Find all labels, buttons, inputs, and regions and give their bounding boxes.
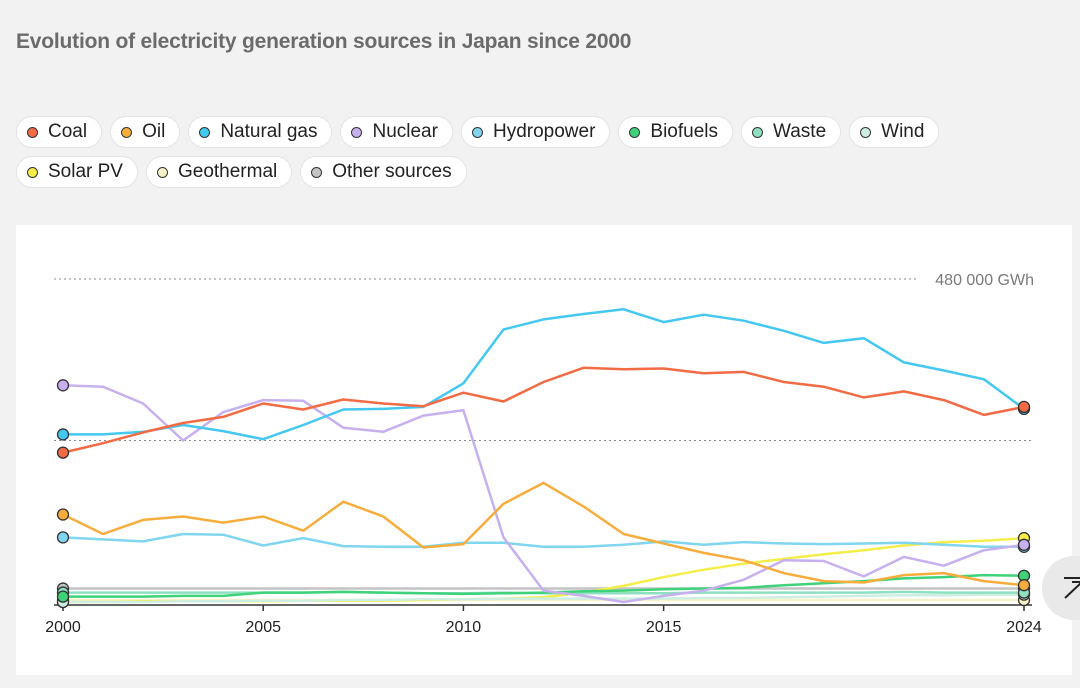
legend-chip-biofuels[interactable]: Biofuels bbox=[618, 116, 734, 148]
legend-swatch bbox=[27, 126, 38, 138]
x-tick-label: 2005 bbox=[245, 619, 281, 636]
legend-chip-other-sources[interactable]: Other sources bbox=[300, 156, 467, 188]
end-marker-coal bbox=[1017, 400, 1031, 414]
legend-chip-natural-gas[interactable]: Natural gas bbox=[188, 116, 333, 148]
start-marker-nuclear bbox=[56, 379, 70, 392]
series-line-coal bbox=[61, 366, 1026, 454]
legend-chip-geothermal[interactable]: Geothermal bbox=[145, 156, 293, 188]
legend-label: Coal bbox=[48, 121, 88, 142]
legend-swatch bbox=[121, 126, 133, 138]
legend-label: Wind bbox=[881, 121, 925, 142]
legend-chip-waste[interactable]: Waste bbox=[741, 116, 842, 148]
chart-title: Evolution of electricity generation sour… bbox=[16, 30, 632, 53]
x-tick-label: 2010 bbox=[446, 619, 482, 636]
legend-label: Nuclear bbox=[372, 121, 438, 142]
arrow-up-to-line-icon bbox=[1064, 577, 1080, 599]
legend-label: Oil bbox=[142, 121, 166, 142]
legend: Coal Oil Natural gas Nuclear Hydropower Biofu… bbox=[16, 116, 1056, 188]
legend-label: Natural gas bbox=[220, 121, 318, 142]
legend-chip-hydropower[interactable]: Hydropower bbox=[460, 116, 611, 148]
start-marker-hydropower bbox=[56, 531, 70, 544]
legend-chip-nuclear[interactable]: Nuclear bbox=[340, 116, 453, 148]
legend-chip-coal[interactable]: Coal bbox=[16, 116, 103, 148]
series-line-oil bbox=[61, 481, 1026, 587]
x-tick-label: 2024 bbox=[1006, 619, 1042, 636]
start-marker-coal bbox=[56, 446, 70, 459]
x-tick-label: 2015 bbox=[646, 619, 682, 636]
series-line-biofuels bbox=[61, 573, 1026, 598]
legend-swatch bbox=[351, 126, 363, 138]
start-marker-biofuels bbox=[56, 590, 70, 603]
legend-swatch bbox=[156, 166, 168, 178]
series-line-nuclear bbox=[61, 384, 1026, 604]
chart-panel: 480 000 GWh 2000 2005 2010 2015 2024 bbox=[16, 225, 1072, 675]
legend-chip-wind[interactable]: Wind bbox=[849, 116, 940, 148]
end-marker-oil bbox=[1017, 579, 1031, 592]
legend-swatch bbox=[752, 126, 764, 138]
legend-swatch bbox=[311, 166, 323, 178]
legend-swatch bbox=[27, 166, 38, 178]
y-tick-label: 480 000 GWh bbox=[935, 272, 1034, 289]
legend-swatch bbox=[199, 126, 211, 138]
series-line-natural-gas bbox=[61, 308, 1026, 441]
legend-swatch bbox=[860, 126, 872, 138]
legend-label: Solar PV bbox=[48, 161, 123, 182]
line-chart: 480 000 GWh 2000 2005 2010 2015 2024 bbox=[45, 272, 1042, 636]
legend-chip-oil[interactable]: Oil bbox=[110, 116, 181, 148]
start-marker-oil bbox=[56, 508, 70, 521]
legend-label: Biofuels bbox=[650, 121, 719, 142]
legend-label: Waste bbox=[773, 121, 827, 142]
legend-swatch bbox=[471, 126, 483, 138]
legend-label: Geothermal bbox=[177, 161, 278, 182]
legend-label: Other sources bbox=[332, 161, 452, 182]
x-tick-label: 2000 bbox=[45, 619, 81, 636]
legend-label: Hydropower bbox=[492, 121, 596, 142]
series-line-hydropower bbox=[61, 532, 1026, 549]
legend-swatch bbox=[629, 126, 641, 138]
series-line-wind bbox=[61, 593, 1026, 604]
end-marker-nuclear bbox=[1017, 538, 1031, 551]
start-marker-natural-gas bbox=[56, 428, 70, 441]
legend-chip-solar-pv[interactable]: Solar PV bbox=[16, 156, 138, 188]
